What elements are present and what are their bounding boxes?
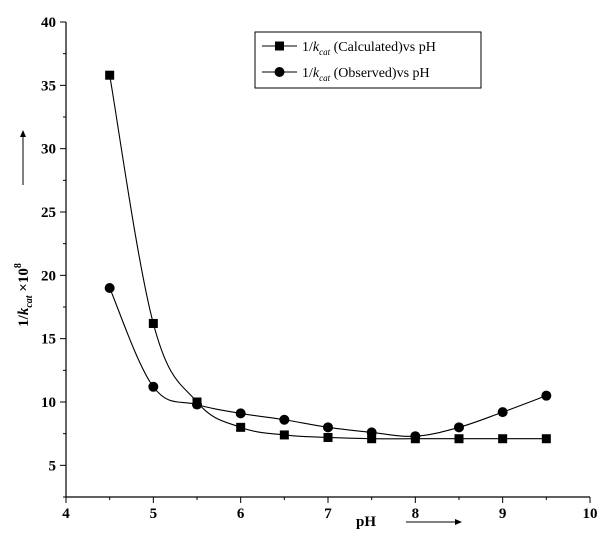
y-tick-label-20: 20 [41, 268, 56, 284]
x-tick-label-4: 4 [62, 506, 70, 522]
fit-curves [109, 75, 547, 440]
legend: 1/kcat (Calculated)vs pH 1/kcat (Observe… [254, 31, 482, 89]
y-tick-label-15: 15 [41, 332, 56, 348]
x-axis-title: pH [356, 514, 376, 530]
circle-marker-9.5 [541, 390, 552, 401]
square-marker-4.5 [105, 70, 115, 80]
circle-marker-8 [410, 431, 421, 442]
legend-item-observed: 1/kcat (Observed)vs pH [262, 66, 430, 83]
legend-item-calculated: 1/kcat (Calculated)vs pH [262, 40, 436, 57]
y-axis-arrowhead [20, 130, 26, 137]
x-tick-label-7: 7 [324, 506, 332, 522]
circle-marker-5 [148, 381, 159, 392]
x-tick-label-5: 5 [150, 506, 158, 522]
square-marker-6 [236, 422, 246, 432]
legend-label-calculated: 1/kcat (Calculated)vs pH [302, 40, 436, 57]
legend-square-marker [275, 41, 284, 51]
y-tick-label-10: 10 [41, 395, 56, 411]
data-markers [104, 70, 552, 444]
y-tick-label-25: 25 [41, 205, 56, 221]
square-marker-7.5 [367, 434, 377, 444]
circle-marker-5.5 [192, 399, 202, 410]
x-tick-label-9: 9 [499, 506, 507, 522]
legend-circle-marker [274, 67, 285, 77]
circle-marker-6.5 [279, 414, 290, 425]
legend-label-observed: 1/kcat (Observed)vs pH [302, 66, 430, 83]
circle-marker-4.5 [104, 283, 115, 293]
fit-curve-series-1 [109, 287, 547, 437]
circle-marker-7.5 [366, 427, 377, 438]
circle-marker-6 [235, 408, 246, 419]
y-axis-title: 1/kcat ×108 [13, 263, 35, 327]
y-tick-label-30: 30 [41, 142, 56, 158]
y-tick-label-40: 40 [41, 15, 56, 31]
square-marker-8.5 [454, 434, 464, 444]
fit-curve-series-0 [109, 75, 547, 440]
square-marker-9.5 [541, 434, 551, 444]
y-tick-label-5: 5 [49, 458, 57, 474]
square-marker-5 [148, 318, 158, 328]
x-tick-label-10: 10 [583, 506, 598, 522]
circle-marker-7 [323, 422, 333, 433]
legend-box [254, 31, 482, 89]
square-marker-9 [498, 434, 508, 444]
square-marker-6.5 [279, 430, 289, 440]
circle-marker-9 [497, 407, 508, 418]
x-tick-label-6: 6 [237, 506, 245, 522]
x-axis-arrowhead [455, 519, 462, 525]
square-marker-7 [323, 432, 333, 442]
y-tick-label-35: 35 [41, 78, 56, 94]
ticks: 4 5 6 7 8 9 10 5 10 15 20 25 30 35 40 [41, 15, 598, 522]
circle-marker-8.5 [454, 422, 464, 433]
x-tick-label-8: 8 [412, 506, 420, 522]
